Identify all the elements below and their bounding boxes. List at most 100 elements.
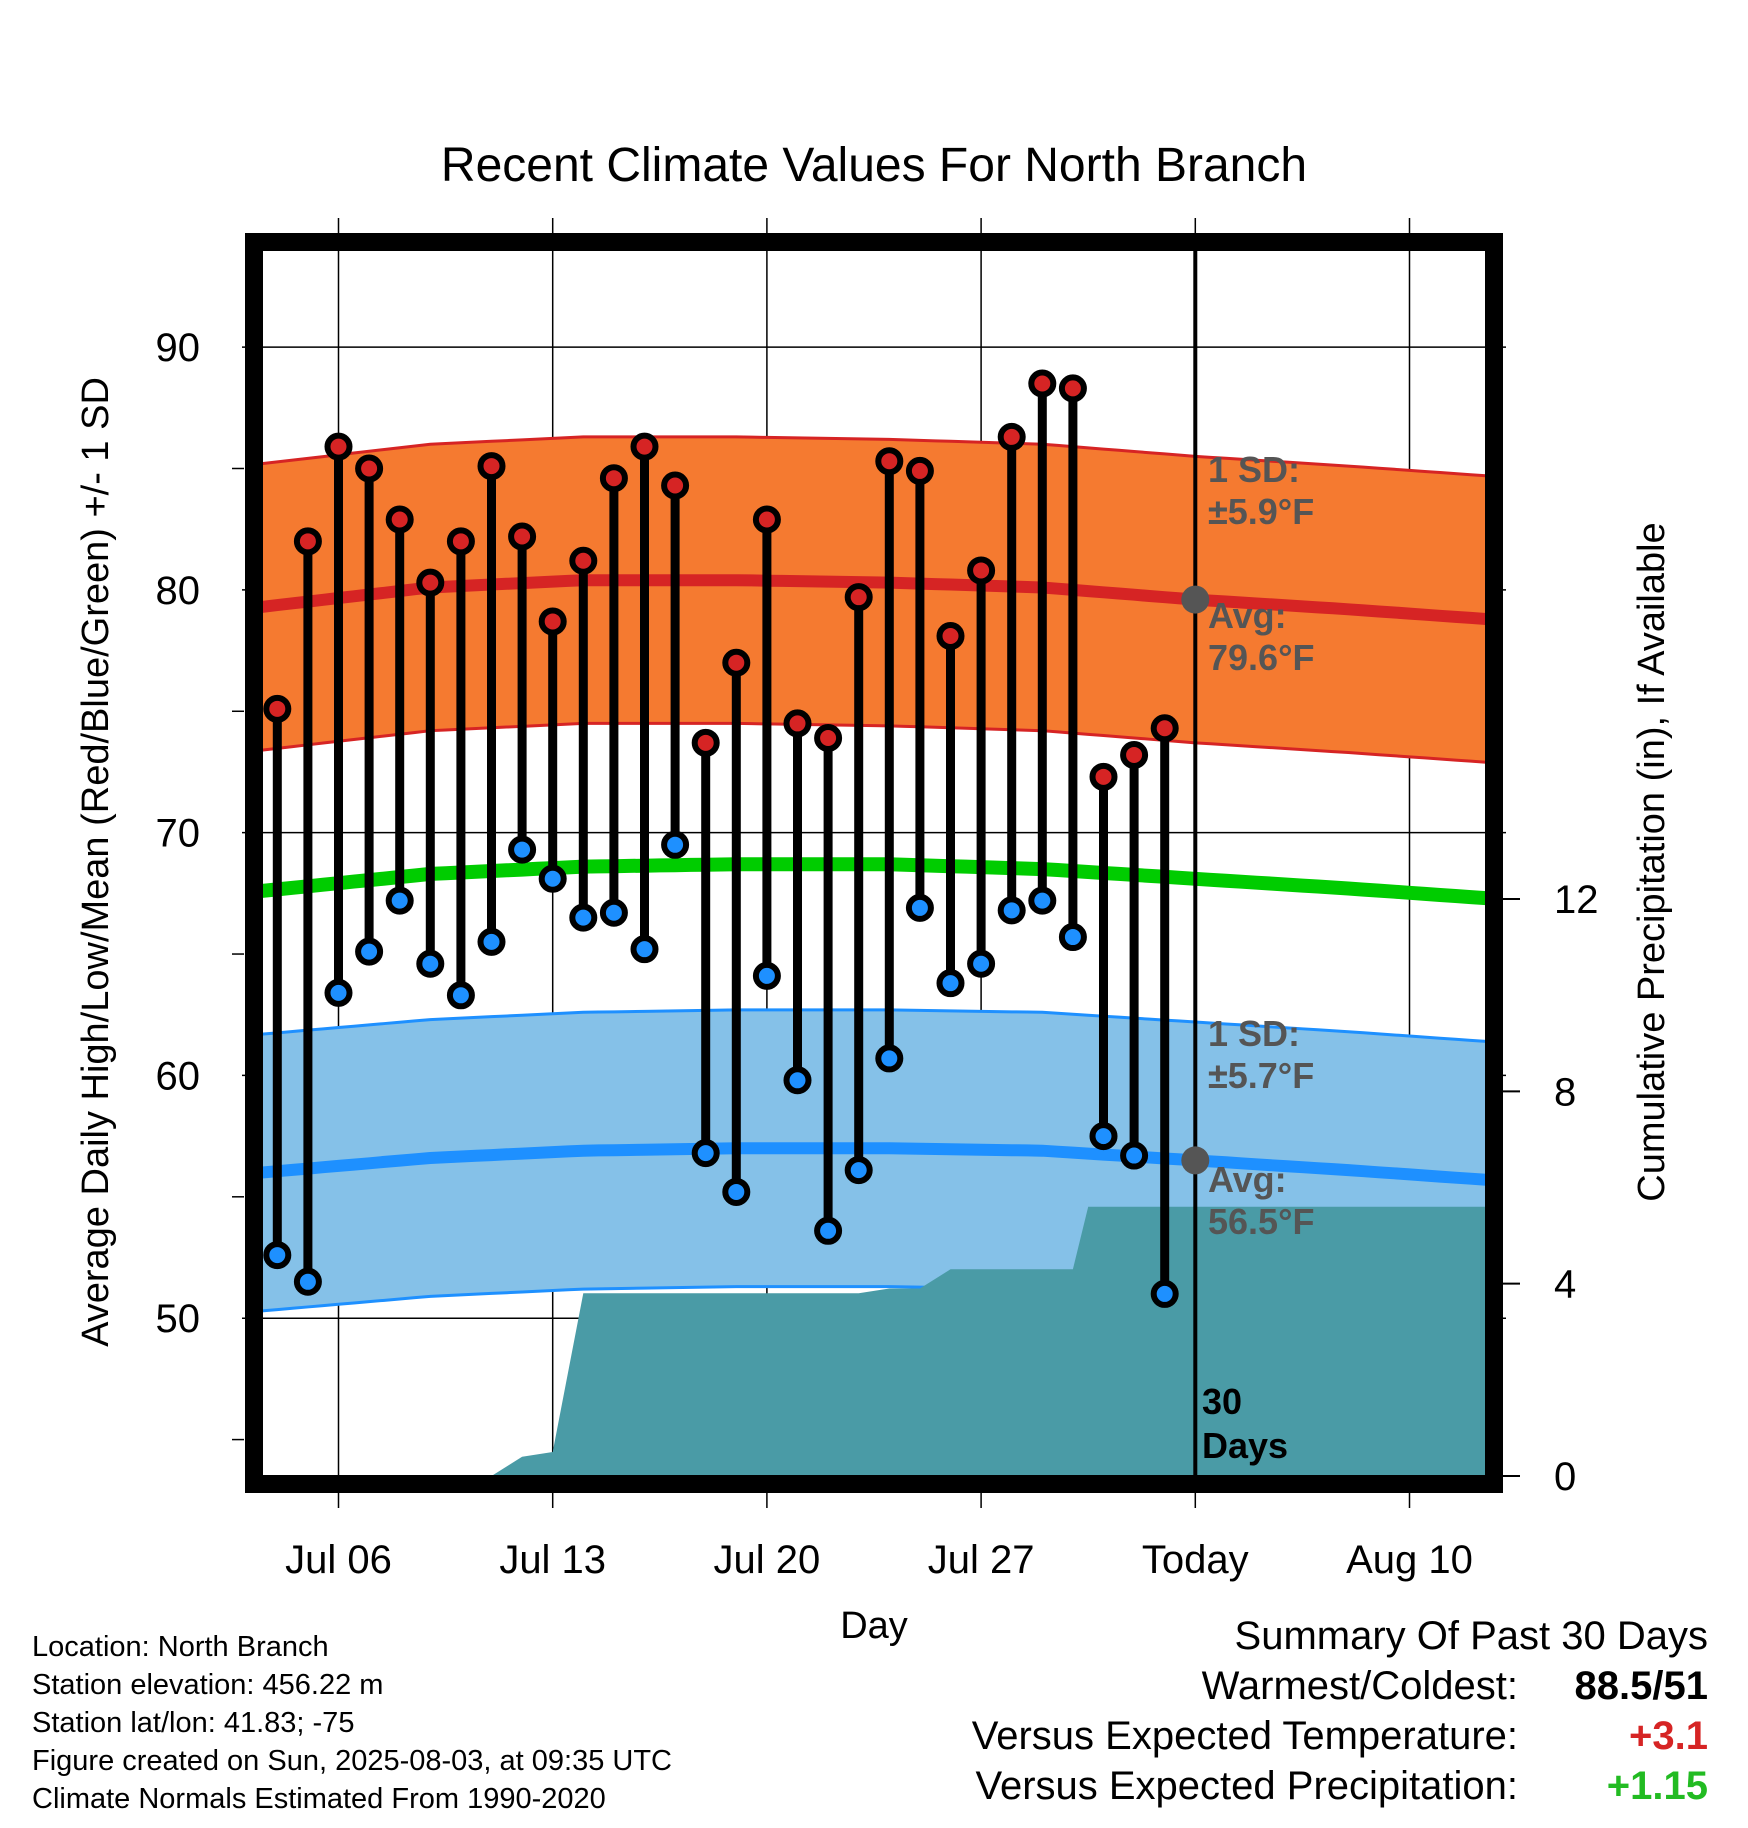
- high-temp-point: [538, 607, 567, 636]
- x-tick-label: Jul 13: [499, 1538, 606, 1582]
- high-temp-point: [661, 471, 690, 500]
- station-info: Location: North Branch Station elevation…: [32, 1628, 672, 1818]
- low-temp-point: [355, 937, 384, 966]
- low-temp-point: [936, 969, 965, 998]
- low-temp-point: [293, 1267, 322, 1296]
- low-temp-point: [446, 981, 475, 1010]
- high-temp-point: [263, 694, 292, 723]
- low-temp-point: [508, 835, 537, 864]
- station-elevation: Station elevation: 456.22 m: [32, 1669, 384, 1701]
- today-markers: [1181, 250, 1210, 1476]
- x-axis-label: Day: [840, 1605, 908, 1647]
- y2-tick-label: 8: [1554, 1070, 1576, 1114]
- high-temp-point: [936, 622, 965, 651]
- station-latlon: Station lat/lon: 41.83; -75: [32, 1707, 355, 1739]
- high-temp-point: [477, 452, 506, 481]
- summary-title-row: Summary Of Past 30 Days: [908, 1614, 1708, 1664]
- low-temp-point: [1058, 923, 1087, 952]
- high-average-line: [262, 574, 1486, 625]
- y2-tick-label: 4: [1554, 1263, 1576, 1307]
- high-temp-point: [814, 723, 843, 752]
- low-temp-point: [1089, 1122, 1118, 1151]
- low-avg-annotation: Avg: 56.5°F: [1208, 1159, 1314, 1242]
- warmest-coldest-label: Warmest/Coldest:: [1201, 1664, 1518, 1708]
- summary-precip-row: Versus Expected Precipitation: +1.15: [908, 1764, 1708, 1814]
- y-tick-label: 50: [156, 1297, 201, 1341]
- low-temp-point: [538, 864, 567, 893]
- annotations: 1 SD: ±5.9°F Avg: 79.6°F 1 SD: ±5.7°F Avg: 56.5…: [1202, 449, 1314, 1466]
- high-sd-band-upper-edge: [262, 435, 1486, 478]
- high-temp-point: [1089, 762, 1118, 791]
- plot-area: [262, 369, 1486, 1476]
- high-sd-band: [262, 436, 1486, 763]
- high-temp-point: [1058, 374, 1087, 403]
- summary-title: Summary Of Past 30 Days: [1234, 1614, 1708, 1658]
- low-temp-point: [263, 1241, 292, 1270]
- high-temp-point: [1028, 369, 1057, 398]
- high-temp-point: [293, 527, 322, 556]
- low-sd-annotation: 1 SD: ±5.7°F: [1208, 1013, 1314, 1096]
- low-temp-point: [844, 1156, 873, 1185]
- low-temp-point: [875, 1044, 904, 1073]
- high-temp-point: [324, 432, 353, 461]
- y-axis-label: Average Daily High/Low/Mean (Red/Blue/Gr…: [75, 377, 117, 1347]
- summary-panel: Summary Of Past 30 Days Warmest/Coldest:…: [908, 1614, 1708, 1814]
- low-temp-point: [477, 927, 506, 956]
- low-temp-point: [630, 935, 659, 964]
- high-temp-point: [752, 505, 781, 534]
- summary-temp-row: Versus Expected Temperature: +3.1: [908, 1714, 1708, 1764]
- high-temp-point: [508, 522, 537, 551]
- high-temp-point: [997, 422, 1026, 451]
- low-temp-point: [814, 1216, 843, 1245]
- station-location: Location: North Branch: [32, 1631, 329, 1663]
- low-temp-point: [783, 1066, 812, 1095]
- high-temp-point: [446, 527, 475, 556]
- plot-frame: [245, 233, 1503, 1493]
- today-high-average-marker: [1181, 585, 1210, 614]
- mean-average-line: [262, 857, 1486, 906]
- temp-anomaly-label: Versus Expected Temperature:: [971, 1714, 1518, 1758]
- high-temp-point: [1150, 714, 1179, 743]
- high-temp-point: [844, 583, 873, 612]
- high-temp-point: [1120, 740, 1149, 769]
- y2-tick-label: 12: [1554, 878, 1599, 922]
- high-sd-annotation: 1 SD: ±5.9°F: [1208, 449, 1314, 532]
- high-avg-annotation: Avg: 79.6°F: [1208, 595, 1314, 678]
- high-temp-point: [783, 709, 812, 738]
- high-temp-point: [355, 454, 384, 483]
- low-temp-point: [569, 903, 598, 932]
- y2-axis-label: Cumulative Precipitation (in), If Availa…: [1631, 522, 1673, 1201]
- high-temp-point: [967, 556, 996, 585]
- high-sd-band-lower-edge: [262, 721, 1486, 764]
- temp-anomaly-value: +3.1: [1629, 1714, 1708, 1758]
- low-temp-point: [722, 1177, 751, 1206]
- low-temp-point: [385, 886, 414, 915]
- low-temp-point: [1150, 1279, 1179, 1308]
- high-temp-point: [385, 505, 414, 534]
- low-average-line: [262, 1142, 1486, 1186]
- low-temp-point: [752, 961, 781, 990]
- y-tick-label: 80: [156, 569, 201, 613]
- x-tick-label: Jul 06: [285, 1538, 392, 1582]
- low-temp-point: [1028, 886, 1057, 915]
- days-count-annotation: 30 Days: [1202, 1381, 1288, 1466]
- y-tick-label: 70: [156, 812, 201, 856]
- high-temp-point: [630, 432, 659, 461]
- low-temp-point: [661, 830, 690, 859]
- low-temp-point: [416, 949, 445, 978]
- precip-anomaly-label: Versus Expected Precipitation:: [975, 1764, 1518, 1808]
- x-tick-label: Jul 27: [928, 1538, 1035, 1582]
- x-tick-label: Today: [1142, 1538, 1249, 1582]
- high-temp-point: [599, 464, 628, 493]
- x-tick-label: Aug 10: [1346, 1538, 1473, 1582]
- figure-created: Figure created on Sun, 2025-08-03, at 09…: [32, 1745, 672, 1777]
- chart-title: Recent Climate Values For North Branch: [441, 139, 1307, 192]
- today-low-average-marker: [1181, 1146, 1210, 1175]
- precip-anomaly-value: +1.15: [1606, 1764, 1708, 1808]
- high-temp-point: [691, 728, 720, 757]
- high-temp-point: [905, 456, 934, 485]
- low-temp-point: [599, 898, 628, 927]
- low-temp-point: [997, 896, 1026, 925]
- high-temp-point: [875, 447, 904, 476]
